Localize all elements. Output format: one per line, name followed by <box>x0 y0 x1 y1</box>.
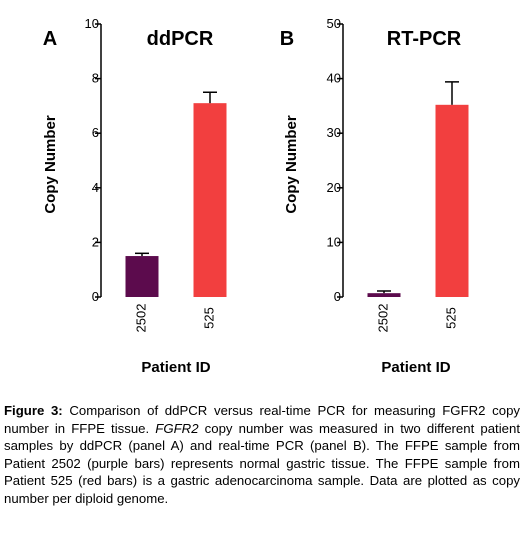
caption-text-1: Comparison of ddPCR versus real-time PCR… <box>4 403 521 436</box>
panel-b-y-tick-label: 40 <box>327 71 341 86</box>
caption-gene-name: FGFR2 <box>155 420 199 436</box>
panel-a-bar-525 <box>193 103 227 297</box>
caption-text-2: copy number was measured in two differen… <box>4 420 520 506</box>
panel-a-x-tick-label-525: 525 <box>201 307 216 329</box>
panel-b-title: RT-PCR <box>387 28 462 50</box>
panel-a-y-axis-label: Copy Number <box>42 115 59 214</box>
panel-a-y-tick-label: 6 <box>92 125 99 140</box>
panel-b-y-tick-label: 30 <box>327 125 341 140</box>
figure-caption: Figure 3: Comparison of ddPCR versus rea… <box>4 402 520 508</box>
panel-a-x-axis-label: Patient ID <box>141 359 210 376</box>
panel-a-y-tick-label: 0 <box>92 289 99 304</box>
panel-a-title: ddPCR <box>147 28 214 50</box>
panel-b-label: B <box>280 28 294 50</box>
panel-a-y-tick-label: 2 <box>92 234 99 249</box>
panel-b-bar-2502 <box>367 293 401 297</box>
panel-b-x-tick-label-525: 525 <box>443 307 458 329</box>
panel-a-label: A <box>43 28 57 50</box>
caption-label: Figure 3: <box>4 403 63 418</box>
panel-a-y-tick-label: 10 <box>85 16 99 31</box>
panel-a-y-tick-label: 8 <box>92 71 99 86</box>
panel-b-y-tick-label: 0 <box>334 289 341 304</box>
panel-b-y-tick-label: 10 <box>327 234 341 249</box>
panel-b-x-tick-label-2502: 2502 <box>375 304 390 333</box>
panel-b-x-axis-label: Patient ID <box>381 359 450 376</box>
panel-b-y-axis-label: Copy Number <box>283 115 300 214</box>
panel-b-y-tick-label: 20 <box>327 180 341 195</box>
panel-a-bar-2502 <box>125 256 159 297</box>
panel-a-y-tick-label: 4 <box>92 180 99 195</box>
panel-a-x-tick-label-2502: 2502 <box>133 304 148 333</box>
panel-b-bar-525 <box>435 104 469 297</box>
panel-b-y-tick-label: 50 <box>327 16 341 31</box>
